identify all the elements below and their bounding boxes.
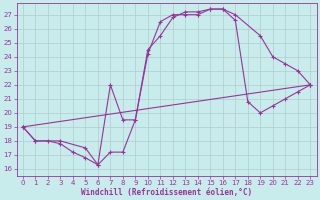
X-axis label: Windchill (Refroidissement éolien,°C): Windchill (Refroidissement éolien,°C): [81, 188, 252, 197]
